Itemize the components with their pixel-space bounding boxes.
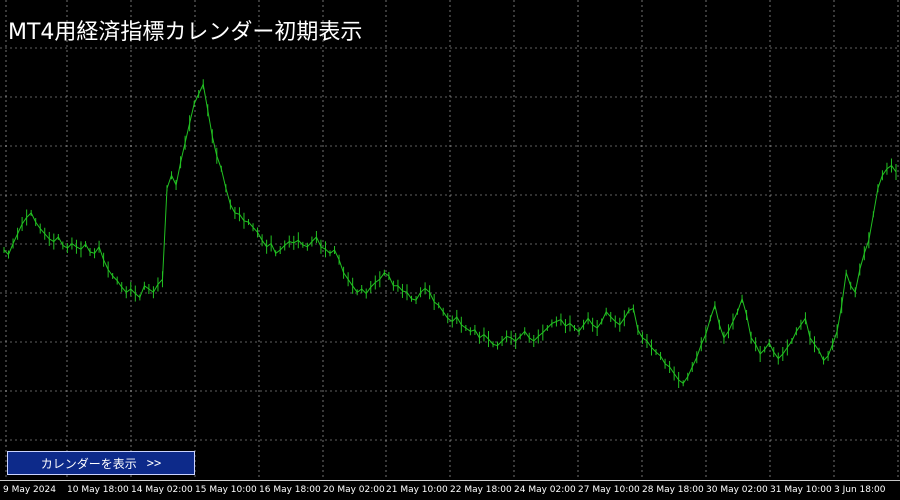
time-axis-label: 15 May 10:00 xyxy=(195,485,257,495)
time-axis-label: 28 May 18:00 xyxy=(642,485,704,495)
chart-area: MT4用経済指標カレンダー初期表示 カレンダーを表示 >> xyxy=(0,0,900,480)
time-axis-label: 16 May 18:00 xyxy=(259,485,321,495)
time-axis-label: 27 May 10:00 xyxy=(578,485,640,495)
time-axis-label: 22 May 18:00 xyxy=(450,485,512,495)
time-axis-label: 10 May 18:00 xyxy=(67,485,129,495)
time-axis-label: 21 May 10:00 xyxy=(386,485,448,495)
time-axis-label: 14 May 02:00 xyxy=(131,485,193,495)
time-axis-label: 9 May 2024 xyxy=(3,485,56,495)
time-axis-label: 24 May 02:00 xyxy=(514,485,576,495)
price-chart xyxy=(0,0,900,480)
time-axis-label: 30 May 02:00 xyxy=(706,485,768,495)
price-line xyxy=(3,82,897,385)
time-axis-label: 31 May 10:00 xyxy=(770,485,832,495)
time-axis-label: 20 May 02:00 xyxy=(323,485,385,495)
price-series xyxy=(3,79,897,388)
double-chevron-right-icon: >> xyxy=(146,456,162,470)
page-title: MT4用経済指標カレンダー初期表示 xyxy=(8,20,363,45)
show-calendar-button-label: カレンダーを表示 xyxy=(40,456,137,471)
grid xyxy=(0,0,900,480)
show-calendar-button[interactable]: カレンダーを表示 >> xyxy=(7,451,195,475)
time-axis: 9 May 2024 10 May 18:00 14 May 02:00 15 May… xyxy=(0,480,900,500)
time-axis-label: 3 Jun 18:00 xyxy=(834,485,886,495)
